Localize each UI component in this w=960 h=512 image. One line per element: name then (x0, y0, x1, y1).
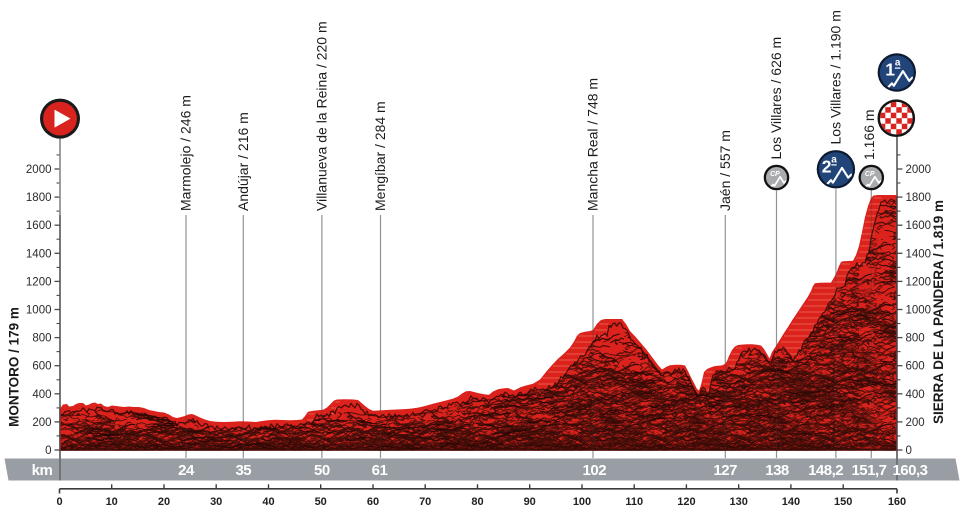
svg-text:Mancha Real / 748 m: Mancha Real / 748 m (585, 78, 601, 211)
svg-text:151,7: 151,7 (851, 462, 886, 479)
svg-text:CP: CP (865, 171, 875, 178)
svg-text:150: 150 (834, 496, 852, 508)
svg-text:60: 60 (367, 496, 379, 508)
svg-text:140: 140 (782, 496, 800, 508)
svg-text:1400: 1400 (26, 248, 52, 260)
svg-text:200: 200 (906, 417, 925, 429)
svg-text:1.166 m: 1.166 m (861, 109, 877, 160)
svg-text:SIERRA DE LA PANDERA / 1.819 m: SIERRA DE LA PANDERA / 1.819 m (931, 200, 946, 424)
svg-text:600: 600 (32, 361, 51, 373)
svg-text:100: 100 (573, 496, 591, 508)
svg-text:Jaén / 557 m: Jaén / 557 m (717, 130, 733, 211)
svg-text:Los Villares / 1.190 m: Los Villares / 1.190 m (828, 10, 844, 144)
svg-text:Villanueva de la Reina / 220 m: Villanueva de la Reina / 220 m (314, 21, 330, 211)
svg-text:138: 138 (765, 462, 789, 479)
svg-text:600: 600 (906, 361, 925, 373)
svg-text:1200: 1200 (906, 276, 932, 288)
svg-text:1000: 1000 (26, 305, 52, 317)
svg-text:Andújar / 216 m: Andújar / 216 m (235, 112, 251, 211)
svg-text:20: 20 (158, 496, 170, 508)
svg-text:160,3: 160,3 (892, 462, 927, 479)
svg-text:110: 110 (625, 496, 643, 508)
svg-text:CP: CP (770, 171, 780, 178)
svg-text:400: 400 (906, 389, 925, 401)
svg-text:400: 400 (32, 389, 51, 401)
svg-text:a: a (831, 155, 837, 166)
svg-text:50: 50 (315, 496, 327, 508)
svg-text:800: 800 (906, 333, 925, 345)
svg-text:Marmolejo / 246 m: Marmolejo / 246 m (178, 95, 194, 211)
svg-text:102: 102 (583, 462, 607, 479)
svg-text:0: 0 (45, 445, 51, 457)
svg-text:2000: 2000 (26, 164, 52, 176)
svg-text:120: 120 (677, 496, 695, 508)
svg-text:1000: 1000 (906, 305, 932, 317)
svg-text:1800: 1800 (26, 192, 52, 204)
svg-text:1: 1 (885, 60, 895, 80)
svg-text:1600: 1600 (26, 220, 52, 232)
svg-text:Mengíbar / 284 m: Mengíbar / 284 m (372, 101, 388, 211)
svg-text:1600: 1600 (906, 220, 932, 232)
svg-text:Los Villares / 626 m: Los Villares / 626 m (768, 37, 784, 160)
svg-text:61: 61 (372, 462, 388, 479)
svg-text:1800: 1800 (906, 192, 932, 204)
svg-text:0: 0 (56, 496, 62, 508)
svg-text:50: 50 (314, 462, 330, 479)
svg-text:800: 800 (32, 333, 51, 345)
svg-text:1200: 1200 (26, 276, 52, 288)
svg-text:200: 200 (32, 417, 51, 429)
svg-text:0: 0 (906, 445, 912, 457)
svg-text:130: 130 (730, 496, 748, 508)
svg-text:80: 80 (471, 496, 483, 508)
svg-text:10: 10 (106, 496, 118, 508)
svg-text:km: km (32, 462, 53, 479)
svg-text:160: 160 (888, 496, 906, 508)
svg-text:40: 40 (262, 496, 274, 508)
svg-text:35: 35 (235, 462, 251, 479)
svg-text:148,2: 148,2 (808, 462, 843, 479)
svg-text:1400: 1400 (906, 248, 932, 260)
svg-text:30: 30 (210, 496, 222, 508)
svg-text:70: 70 (419, 496, 431, 508)
svg-text:a: a (895, 58, 901, 69)
svg-text:24: 24 (178, 462, 195, 479)
svg-text:2: 2 (822, 157, 832, 177)
svg-text:MONTORO / 179 m: MONTORO / 179 m (7, 307, 22, 427)
svg-text:90: 90 (524, 496, 536, 508)
svg-text:127: 127 (713, 462, 737, 479)
svg-text:2000: 2000 (906, 164, 932, 176)
